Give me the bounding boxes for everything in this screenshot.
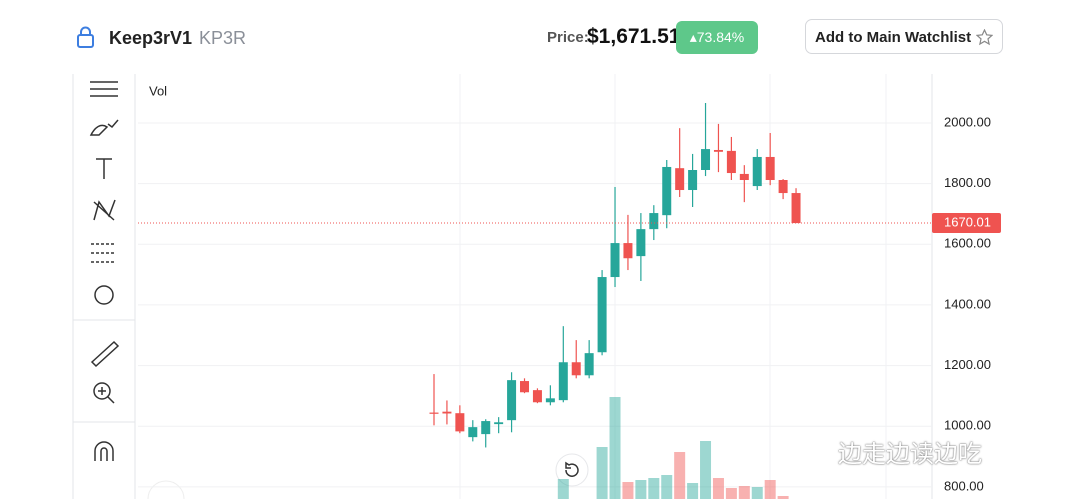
candle-body (494, 422, 504, 425)
volume-bar (609, 397, 621, 499)
icon-zoom-plus[interactable] (98, 387, 115, 404)
volume-bar (635, 480, 647, 499)
logo (147, 480, 185, 499)
candle-body (662, 166, 672, 216)
y-tick-label: 1800.00 (944, 175, 991, 190)
candle-body (675, 168, 685, 191)
candle-body (584, 353, 594, 376)
volume-bar (661, 475, 673, 499)
candle-body (545, 398, 555, 403)
y-tick-label: 2000.00 (944, 114, 991, 129)
candle-body (507, 380, 517, 421)
icon-pattern[interactable] (93, 199, 116, 221)
candle-body (442, 411, 452, 414)
button-label[interactable]: Add to Main Watchlist (815, 29, 972, 46)
y-tick-label: 800.00 (944, 478, 984, 493)
volume-bar (738, 486, 750, 499)
candle-body (623, 243, 633, 259)
candle-body (532, 390, 542, 403)
volume-bar (622, 482, 634, 499)
volume-bar (751, 487, 763, 499)
candle-body (713, 149, 723, 152)
volume-bar (700, 441, 712, 499)
y-tick-label: 1600.00 (944, 236, 991, 251)
volume-label: Vol (149, 83, 167, 98)
star-icon[interactable] (976, 29, 993, 46)
candle-body (455, 413, 465, 432)
volume-bar (557, 479, 569, 499)
volume-bar (712, 478, 724, 499)
icon-zoom[interactable] (93, 382, 111, 400)
reset-button[interactable] (555, 453, 589, 487)
price-label: Price: (547, 29, 589, 46)
volume-bar (725, 488, 737, 499)
candle-body (610, 243, 620, 278)
y-tick-label: 1200.00 (944, 357, 991, 372)
y-tick-label: 1000.00 (944, 418, 991, 433)
candle-body (701, 149, 711, 170)
last-price-label: 1670.01 (944, 214, 991, 229)
lock-icon (77, 26, 94, 48)
icon-fib[interactable] (91, 243, 116, 263)
change-badge: ▴73.84% (676, 21, 758, 54)
coin-symbol: KP3R (199, 28, 247, 48)
watermark: 边走边读边吃 (838, 441, 982, 468)
candle-body (649, 213, 659, 230)
coin-name: Keep3rV1 (109, 28, 193, 48)
candle-body (481, 421, 491, 435)
candle-body (726, 150, 736, 174)
volume-bar (596, 447, 608, 499)
volume-bar (764, 480, 776, 499)
header: Keep3rV1 KP3R Price: $1,671.51 ▴73.84% A… (0, 0, 1080, 74)
candle-body (778, 180, 788, 194)
toolbar-icons[interactable] (89, 81, 120, 461)
icon-ruler[interactable] (90, 340, 120, 368)
candle-body (752, 156, 762, 187)
reset-icon[interactable] (565, 461, 579, 477)
candle-body (520, 381, 530, 393)
candle-body (739, 173, 749, 181)
candle-body (558, 362, 568, 401)
volume-bar (777, 496, 789, 499)
volume-bar (674, 452, 686, 499)
icon-emoji[interactable] (94, 285, 114, 305)
candle-body (688, 170, 698, 191)
chart-panel (57, 74, 1024, 499)
price: $1,671.51 (587, 25, 681, 48)
candle-body (468, 427, 478, 438)
volume-bar (648, 478, 660, 499)
icon-text[interactable] (96, 158, 112, 179)
last-price-tag (932, 213, 1001, 234)
candle-body (571, 362, 581, 376)
icon-brush[interactable] (89, 119, 119, 136)
y-tick-label: 1400.00 (944, 296, 991, 311)
watchlist-button[interactable]: Add to Main Watchlist (805, 19, 1003, 54)
candle-body (791, 193, 801, 224)
icon-magnet[interactable] (94, 441, 114, 461)
candle-body (429, 412, 439, 414)
candle-body (597, 277, 607, 353)
candle-body (636, 229, 646, 257)
candle-body (765, 156, 775, 181)
volume-bar (687, 483, 699, 499)
icon-lines[interactable] (90, 81, 118, 97)
